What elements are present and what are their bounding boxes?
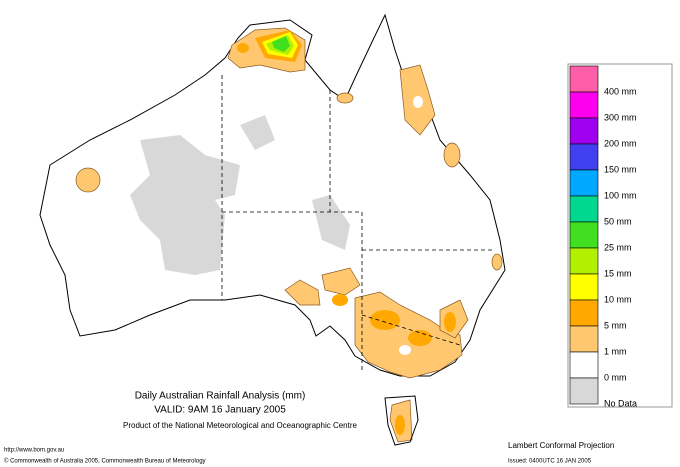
- legend-swatch: [569, 299, 599, 327]
- legend-swatch: [569, 273, 599, 301]
- no-data-area: [130, 135, 240, 275]
- legend-swatch: [569, 169, 599, 197]
- issued: Issued: 0400UTC 16 JAN 2005: [508, 459, 592, 465]
- legend-swatch: [569, 143, 599, 171]
- legend-frame: [567, 63, 673, 408]
- legend-label: 1 mm: [604, 346, 627, 356]
- legend-label: 100 mm: [604, 190, 637, 200]
- valid-time: VALID: 9AM 16 January 2005: [154, 405, 286, 416]
- legend-swatch: [569, 195, 599, 223]
- legend-swatch: [569, 65, 599, 93]
- rainfall-white: [413, 96, 423, 108]
- projection: Lambert Conformal Projection: [508, 441, 614, 450]
- mainland: [39, 13, 506, 377]
- legend-label: 50 mm: [604, 216, 632, 226]
- tasmania: [384, 395, 419, 446]
- title: Daily Australian Rainfall Analysis (mm): [135, 391, 306, 402]
- legend-label: 200 mm: [604, 138, 637, 148]
- no-data-area: [240, 115, 350, 250]
- product: Product of the National Meteorological a…: [123, 421, 357, 430]
- rainfall-25-50mm: [272, 36, 290, 52]
- legend-label: 0 mm: [604, 372, 627, 382]
- legend-label: 400 mm: [604, 86, 637, 96]
- legend-label: 300 mm: [604, 112, 637, 122]
- legend-swatch: [569, 325, 599, 353]
- legend-swatch: [569, 91, 599, 119]
- legend-swatch: [569, 117, 599, 145]
- state-borders: [221, 75, 492, 370]
- legend-label: No Data: [604, 398, 637, 408]
- url: http://www.bom.gov.au: [4, 448, 64, 454]
- rainfall-white: [399, 345, 411, 355]
- legend-label: 10 mm: [604, 294, 632, 304]
- legend-swatch: [569, 377, 599, 405]
- legend-label: 5 mm: [604, 320, 627, 330]
- legend-label: 15 mm: [604, 268, 632, 278]
- legend-swatch: [569, 351, 599, 379]
- legend-swatch: [569, 247, 599, 275]
- legend-label: 150 mm: [604, 164, 637, 174]
- legend-label: 25 mm: [604, 242, 632, 252]
- copyright: © Commonwealth of Australia 2005, Common…: [4, 458, 206, 465]
- legend-swatch: [569, 221, 599, 249]
